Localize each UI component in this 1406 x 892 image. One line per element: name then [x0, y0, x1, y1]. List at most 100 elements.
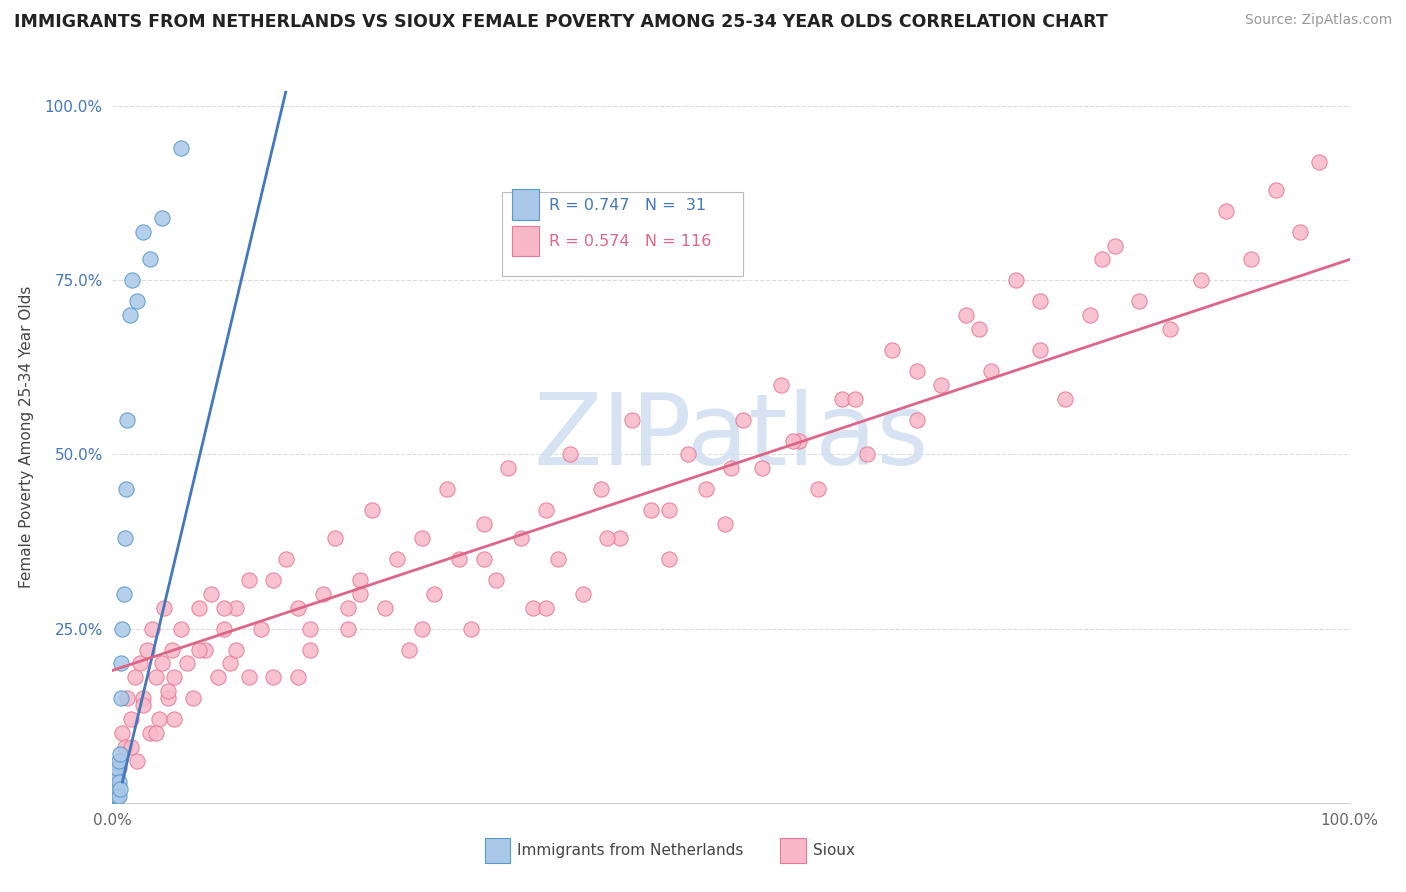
Point — [1264, 183, 1286, 197]
Point — [107, 768, 129, 782]
Point — [212, 622, 235, 636]
Point — [108, 781, 131, 796]
Point — [931, 377, 953, 392]
Point — [107, 761, 129, 775]
Point — [349, 587, 371, 601]
Point — [127, 754, 149, 768]
Point — [447, 552, 470, 566]
Point — [485, 573, 508, 587]
Point — [153, 600, 176, 615]
Point — [145, 670, 167, 684]
Point — [1128, 294, 1150, 309]
Point — [1289, 225, 1312, 239]
Point — [169, 141, 191, 155]
Point — [138, 252, 160, 267]
Point — [299, 622, 322, 636]
Point — [323, 531, 346, 545]
Point — [1189, 273, 1212, 287]
Point — [118, 308, 141, 322]
Point — [658, 503, 681, 517]
Point — [1104, 238, 1126, 252]
Point — [103, 789, 125, 803]
Point — [262, 670, 284, 684]
Point — [751, 461, 773, 475]
FancyBboxPatch shape — [512, 226, 540, 256]
Point — [807, 483, 830, 497]
Point — [411, 531, 433, 545]
Point — [132, 691, 155, 706]
Text: Immigrants from Netherlands: Immigrants from Netherlands — [517, 844, 744, 858]
Point — [115, 483, 138, 497]
Point — [1004, 273, 1026, 287]
Point — [114, 531, 136, 545]
Point — [831, 392, 853, 406]
Point — [238, 670, 260, 684]
Point — [509, 531, 531, 545]
Point — [121, 273, 143, 287]
Point — [844, 392, 866, 406]
Point — [107, 789, 129, 803]
Point — [398, 642, 420, 657]
Point — [105, 781, 128, 796]
Point — [163, 712, 186, 726]
Point — [534, 600, 557, 615]
Point — [117, 412, 139, 426]
Point — [114, 740, 136, 755]
Point — [181, 691, 204, 706]
Point — [120, 740, 142, 755]
Point — [472, 517, 495, 532]
Point — [157, 691, 180, 706]
Point — [188, 600, 211, 615]
Point — [141, 622, 163, 636]
Point — [150, 211, 173, 225]
Point — [980, 364, 1002, 378]
Point — [1054, 392, 1077, 406]
Point — [107, 781, 129, 796]
Point — [299, 642, 322, 657]
Point — [127, 294, 149, 309]
Point — [498, 461, 520, 475]
Point — [1029, 343, 1052, 357]
Point — [274, 552, 297, 566]
Point — [160, 642, 183, 657]
Point — [560, 448, 582, 462]
Point — [782, 434, 804, 448]
Point — [695, 483, 717, 497]
Point — [107, 775, 129, 789]
Point — [145, 726, 167, 740]
Point — [219, 657, 242, 671]
Point — [591, 483, 613, 497]
Point — [108, 747, 131, 761]
Text: IMMIGRANTS FROM NETHERLANDS VS SIOUX FEMALE POVERTY AMONG 25-34 YEAR OLDS CORREL: IMMIGRANTS FROM NETHERLANDS VS SIOUX FEM… — [14, 13, 1108, 31]
Point — [423, 587, 446, 601]
Point — [787, 434, 810, 448]
Point — [621, 412, 644, 426]
Point — [1215, 203, 1237, 218]
Point — [640, 503, 662, 517]
Point — [112, 587, 135, 601]
Text: Source: ZipAtlas.com: Source: ZipAtlas.com — [1244, 13, 1392, 28]
Point — [880, 343, 903, 357]
Point — [105, 775, 128, 789]
Point — [105, 789, 128, 803]
Point — [336, 622, 359, 636]
Point — [225, 642, 247, 657]
Text: ZIPatlas: ZIPatlas — [533, 389, 929, 485]
Text: Sioux: Sioux — [813, 844, 855, 858]
Point — [124, 670, 146, 684]
Point — [856, 448, 879, 462]
Point — [104, 775, 127, 789]
Point — [336, 600, 359, 615]
Point — [132, 698, 155, 713]
Point — [769, 377, 792, 392]
Point — [107, 789, 129, 803]
Point — [905, 412, 928, 426]
Y-axis label: Female Poverty Among 25-34 Year Olds: Female Poverty Among 25-34 Year Olds — [18, 286, 34, 588]
Point — [225, 600, 247, 615]
Point — [1308, 155, 1330, 169]
Point — [374, 600, 396, 615]
Point — [436, 483, 458, 497]
Point — [188, 642, 211, 657]
Point — [733, 412, 755, 426]
Point — [110, 657, 132, 671]
